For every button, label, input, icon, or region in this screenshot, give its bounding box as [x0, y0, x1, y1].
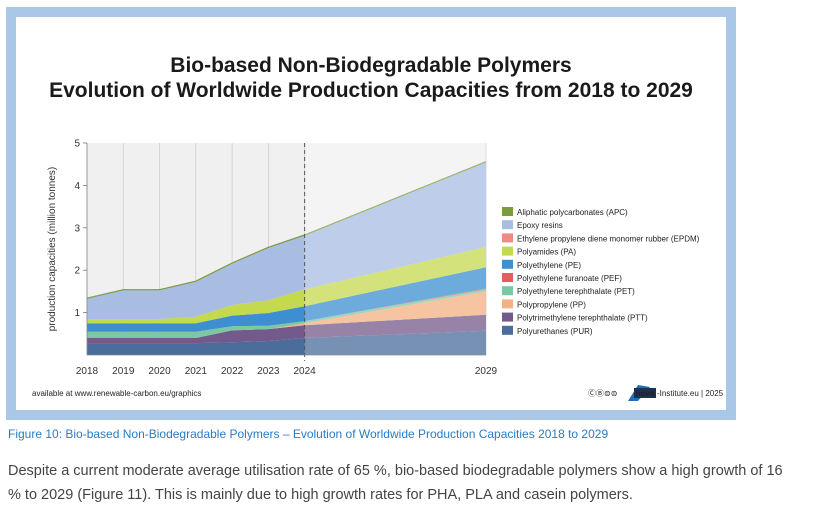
legend-swatch: [502, 312, 513, 322]
nova-credit: -Institute.eu | 2025: [657, 389, 724, 398]
chart-legend: Aliphatic polycarbonates (APC) Epoxy resi…: [502, 207, 700, 336]
body-paragraph: Despite a current moderate average utili…: [8, 463, 783, 503]
total-outline: [86, 161, 487, 299]
chart-title-line2: Evolution of Worldwide Production Capaci…: [49, 79, 693, 102]
x-tick-label: 2024: [294, 366, 317, 377]
x-tick-label: 2029: [475, 366, 498, 377]
area-series-3: [87, 289, 486, 338]
legend-swatch: [502, 207, 513, 216]
x-tick-label: 2023: [257, 366, 280, 377]
legend-label: Epoxy resins: [517, 221, 563, 230]
area-series-2: [87, 291, 486, 338]
area-series-5: [87, 267, 486, 332]
legend-swatch: [502, 246, 513, 256]
figure-panel: Bio-based Non-Biodegradable Polymers Evo…: [16, 17, 726, 410]
y-tick-label: 3: [74, 223, 80, 234]
x-tick-label: 2021: [185, 366, 208, 377]
area-series-1: [87, 314, 486, 344]
forecast-shade: [304, 143, 486, 355]
legend-swatch: [502, 233, 513, 243]
nova-logo-text: nova: [636, 389, 655, 398]
figure-caption: Figure 10: Bio-based Non-Biodegradable P…: [8, 427, 609, 441]
legend-label: Polyamides (PA): [517, 248, 576, 257]
y-tick-label: 5: [74, 139, 80, 150]
nova-logo: ⒸⒷ⊜⊜ nova -Institute.eu | 2025: [588, 385, 724, 401]
legend-label: Polyethylene terephthalate (PET): [517, 287, 635, 296]
legend-label: Polyurethanes (PUR): [517, 327, 593, 336]
legend-swatch: [502, 299, 513, 309]
y-tick-label: 1: [74, 308, 80, 319]
legend-label: Aliphatic polycarbonates (APC): [517, 208, 628, 217]
area-series: [86, 143, 487, 355]
x-tick-label: 2022: [221, 366, 244, 377]
source-note: available at www.renewable-carbon.eu/gra…: [32, 389, 201, 398]
legend-label: Polyethylene furanoate (PEF): [517, 274, 622, 283]
legend-swatch: [502, 325, 513, 335]
legend-swatch: [502, 286, 513, 296]
y-tick-label: 4: [74, 181, 80, 192]
legend-swatch: [502, 259, 513, 269]
figure-frame: Bio-based Non-Biodegradable Polymers Evo…: [6, 7, 736, 420]
chart: Bio-based Non-Biodegradable Polymers Evo…: [32, 54, 724, 401]
nova-logo-box: [634, 388, 656, 398]
chart-axes: 1 2 3 4 5 2018 2019 2020 2021 2022 2023 2024 2029 pro…: [47, 139, 498, 378]
y-axis-label: production capacities (million tonnes): [47, 167, 58, 332]
legend-swatch: [502, 273, 513, 282]
x-tick-label: 2020: [148, 366, 171, 377]
area-series-8: [87, 162, 486, 319]
legend-label: Ethylene propylene diene monomer rubber …: [517, 234, 700, 243]
y-tick-label: 2: [74, 266, 80, 277]
legend-label: Polytrimethylene terephthalate (PTT): [517, 314, 648, 323]
x-tick-label: 2018: [76, 366, 99, 377]
license-icons: ⒸⒷ⊜⊜: [588, 389, 617, 398]
legend-swatch: [502, 220, 513, 230]
legend-label: Polypropylene (PP): [517, 300, 586, 309]
area-series-0: [87, 330, 486, 355]
area-series-6: [87, 246, 486, 324]
legend-label: Polyethylene (PE): [517, 261, 581, 270]
chart-title-line1: Bio-based Non-Biodegradable Polymers: [170, 54, 571, 77]
x-tick-label: 2019: [112, 366, 135, 377]
